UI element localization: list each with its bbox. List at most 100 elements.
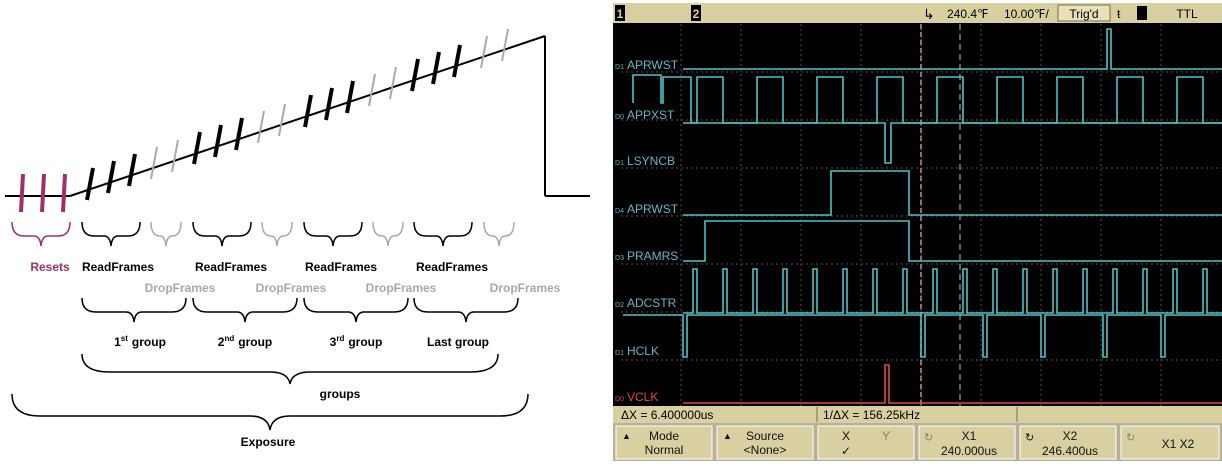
softkey-arrow-icon: ▲ <box>723 431 732 441</box>
trace-pramrs <box>683 220 1222 262</box>
softkey-x2[interactable]: ↻ X2 246.400us <box>1019 425 1117 460</box>
channel-label-sub: 0 <box>620 396 624 403</box>
softkey-x1-label: X1 <box>962 429 977 443</box>
channel-label: D1 APRWST <box>615 58 679 72</box>
reset-tick <box>61 173 67 213</box>
group-braces <box>81 297 519 323</box>
exposure-diagram: Resets <box>0 0 590 464</box>
channel-label-prefix: D <box>615 160 620 167</box>
softkey-x1x2-bg[interactable] <box>1120 425 1220 460</box>
trace-aprwst-1 <box>683 28 1222 70</box>
resets-brace <box>11 221 71 247</box>
group-ordinal-suffix: rd <box>336 334 344 343</box>
channel-label-name: ADCSTR <box>627 296 677 310</box>
drop-frames-label: DropFrames <box>145 281 216 295</box>
drop-frames-label: DropFrames <box>366 281 437 295</box>
channel-label-prefix: D <box>615 64 620 71</box>
trace-lsyncb <box>683 122 1222 164</box>
channel-label-name: HCLK <box>627 344 659 358</box>
group-label: 1st group <box>114 334 166 349</box>
read-tick <box>452 44 462 78</box>
softkey-source-value: <None> <box>744 443 787 457</box>
read-tick <box>213 124 223 158</box>
softkey-xy-bg[interactable] <box>817 425 915 460</box>
softkey-mode[interactable]: ▲ Mode Normal <box>615 425 713 460</box>
drop-brace <box>261 221 293 247</box>
softkey-source[interactable]: ▲ Source <None> <box>716 425 814 460</box>
channel-label-prefix: D <box>615 208 620 215</box>
group-brace <box>81 297 187 323</box>
read-tick <box>410 58 420 92</box>
channel-label: D1 LSYNCB <box>615 154 675 168</box>
softkey-x1-value: 240.000us <box>941 444 997 458</box>
channel-label-sub: 1 <box>620 64 624 71</box>
channel-label: D4 APRWST <box>615 202 679 216</box>
time-position[interactable]: 240.4℉ <box>947 7 988 21</box>
trigger-status-box <box>1057 4 1111 22</box>
exposure-brace <box>11 393 529 431</box>
softkey-x2-value: 246.400us <box>1042 444 1098 458</box>
channel-label-sub: 1 <box>620 160 624 167</box>
group-ordinal-number: 3 <box>330 335 337 349</box>
groups-brace <box>81 353 499 385</box>
drop-braces <box>150 221 515 247</box>
group-ordinal-word: group <box>348 335 382 349</box>
channel-label-sub: 0 <box>620 114 624 121</box>
trigger-edge-icon: ŧ <box>1117 7 1121 21</box>
reset-tick <box>19 173 25 213</box>
read-frames-label: ReadFrames <box>195 260 267 274</box>
group-label: 2nd group <box>218 334 272 349</box>
time-per-div[interactable]: 10.00℉/ <box>1004 7 1049 21</box>
softkey-x1x2-label: X1 X2 <box>1162 437 1195 451</box>
reset-tick <box>40 173 46 213</box>
trigger-position-icon: ↳ <box>923 6 935 22</box>
group-ordinal-number: 1 <box>114 335 121 349</box>
channel2-indicator[interactable] <box>691 5 701 21</box>
read-brace <box>413 221 473 247</box>
read-tick <box>106 160 116 194</box>
channel-label-name: APPXST <box>627 108 675 122</box>
softkey-x2-bg[interactable] <box>1019 425 1117 460</box>
trace-aprwst-4 <box>683 170 1222 216</box>
reset-ticks <box>19 173 67 213</box>
channel-label-sub: 4 <box>620 208 624 215</box>
softkey-x1x2[interactable]: ↻ X1 X2 <box>1120 425 1220 460</box>
exposure-diagram-svg: Resets <box>5 28 590 449</box>
group-brace <box>192 297 298 323</box>
drop-tick <box>171 139 179 173</box>
softkey-x-label: X <box>842 429 850 443</box>
drop-tick <box>368 73 376 107</box>
softkey-x1-bg[interactable] <box>918 425 1016 460</box>
drop-brace <box>483 221 515 247</box>
channel2-label: 2 <box>693 7 700 21</box>
drop-tick <box>501 28 509 62</box>
drop-tick <box>278 103 286 137</box>
resets-label: Resets <box>30 260 70 274</box>
groups-label: groups <box>320 387 361 401</box>
oscilloscope-svg: 1 2 ↳ 240.4℉ 10.00℉/ Trig'd ŧ TTL <box>613 3 1222 461</box>
softkey-xy[interactable]: X Y ✓ <box>817 425 915 460</box>
softkey-source-bg[interactable] <box>716 425 814 460</box>
read-tick <box>234 117 244 151</box>
softkey-x1[interactable]: ↻ X1 240.000us <box>918 425 1016 460</box>
exposure-label: Exposure <box>241 435 296 449</box>
group-brace <box>413 297 519 323</box>
channel-label-name: APRWST <box>627 58 679 72</box>
trace-vclk <box>683 364 1222 404</box>
channel-label-sub: 2 <box>620 302 624 309</box>
measurement-bar <box>613 406 1222 423</box>
read-frames-label: ReadFrames <box>416 260 488 274</box>
frame-ticks <box>85 28 509 201</box>
channel1-indicator[interactable] <box>615 5 625 21</box>
read-tick <box>324 87 334 121</box>
read-tick <box>127 153 137 187</box>
softkey-mode-bg[interactable] <box>615 425 713 460</box>
delta-x-readout: ΔX = 6.400000us <box>621 408 713 422</box>
softkey-source-label: Source <box>746 429 784 443</box>
channel-label-name: APRWST <box>627 202 679 216</box>
channel-label-name: VCLK <box>627 390 658 404</box>
drop-frames-label: DropFrames <box>490 281 561 295</box>
read-frames-label: ReadFrames <box>82 260 154 274</box>
trace-hclk <box>623 314 1222 358</box>
drop-tick <box>150 146 158 180</box>
